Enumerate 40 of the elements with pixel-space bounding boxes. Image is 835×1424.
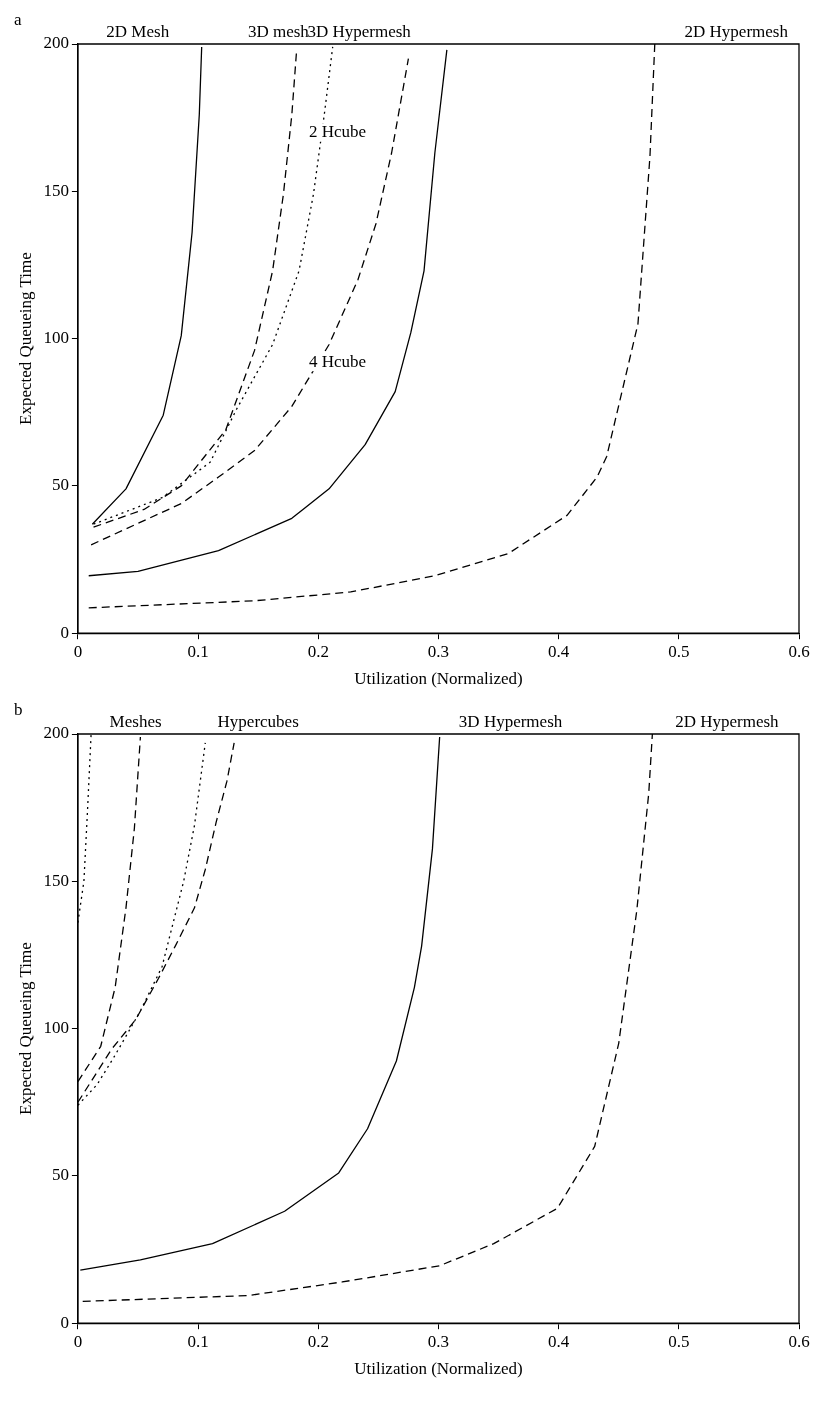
y-tick-label: 50	[51, 475, 69, 495]
x-axis-title: Utilization (Normalized)	[354, 669, 523, 689]
x-axis-title: Utilization (Normalized)	[354, 1359, 523, 1379]
x-tick-label: 0.5	[668, 1331, 690, 1351]
y-tick-label: 150	[43, 180, 69, 200]
x-tick-label: 0.1	[187, 1331, 209, 1351]
y-axis-title: Expected Queueing Time	[15, 252, 35, 426]
x-tick-label: 0.2	[307, 641, 329, 661]
x-tick-label: 0.6	[788, 1331, 810, 1351]
x-tick-label: 0.4	[548, 1331, 570, 1351]
text: Hypercubes	[217, 711, 299, 731]
y-tick-label: 0	[60, 1312, 69, 1332]
x-tick-label: 0.1	[187, 641, 209, 661]
y-tick-label: 100	[43, 328, 69, 348]
x-tick-label: 0.3	[427, 641, 450, 661]
y-tick-label: 50	[51, 1165, 69, 1185]
y-tick-label: 100	[43, 1018, 69, 1038]
x-tick-label: 0.3	[427, 1331, 450, 1351]
text: 2D Hypermesh	[675, 711, 780, 731]
y-axis-title: Expected Queueing Time	[15, 942, 35, 1116]
x-tick-label: 0	[73, 1331, 83, 1351]
text: 2D Hypermesh	[684, 21, 789, 41]
x-tick-label: 0.4	[548, 641, 570, 661]
y-tick-label: 200	[43, 723, 69, 743]
y-tick-label: 200	[43, 33, 69, 53]
text: 3D Hypermesh	[307, 21, 412, 41]
x-tick-label: 0.5	[668, 641, 690, 661]
y-tick-label: 0	[60, 622, 69, 642]
text: Meshes	[109, 711, 162, 731]
text: 2D Mesh	[106, 21, 170, 41]
x-tick-label: 0.2	[307, 1331, 329, 1351]
x-tick-label: 0.6	[788, 641, 810, 661]
chart-title: b	[14, 699, 23, 719]
text: 3D Hypermesh	[458, 711, 563, 731]
annotation: 4 Hcube	[308, 351, 367, 371]
chart-title: a	[14, 9, 22, 29]
text: 3D mesh	[247, 21, 310, 41]
y-tick-label: 150	[43, 870, 69, 890]
annotation: 2 Hcube	[308, 121, 367, 141]
x-tick-label: 0	[73, 641, 83, 661]
